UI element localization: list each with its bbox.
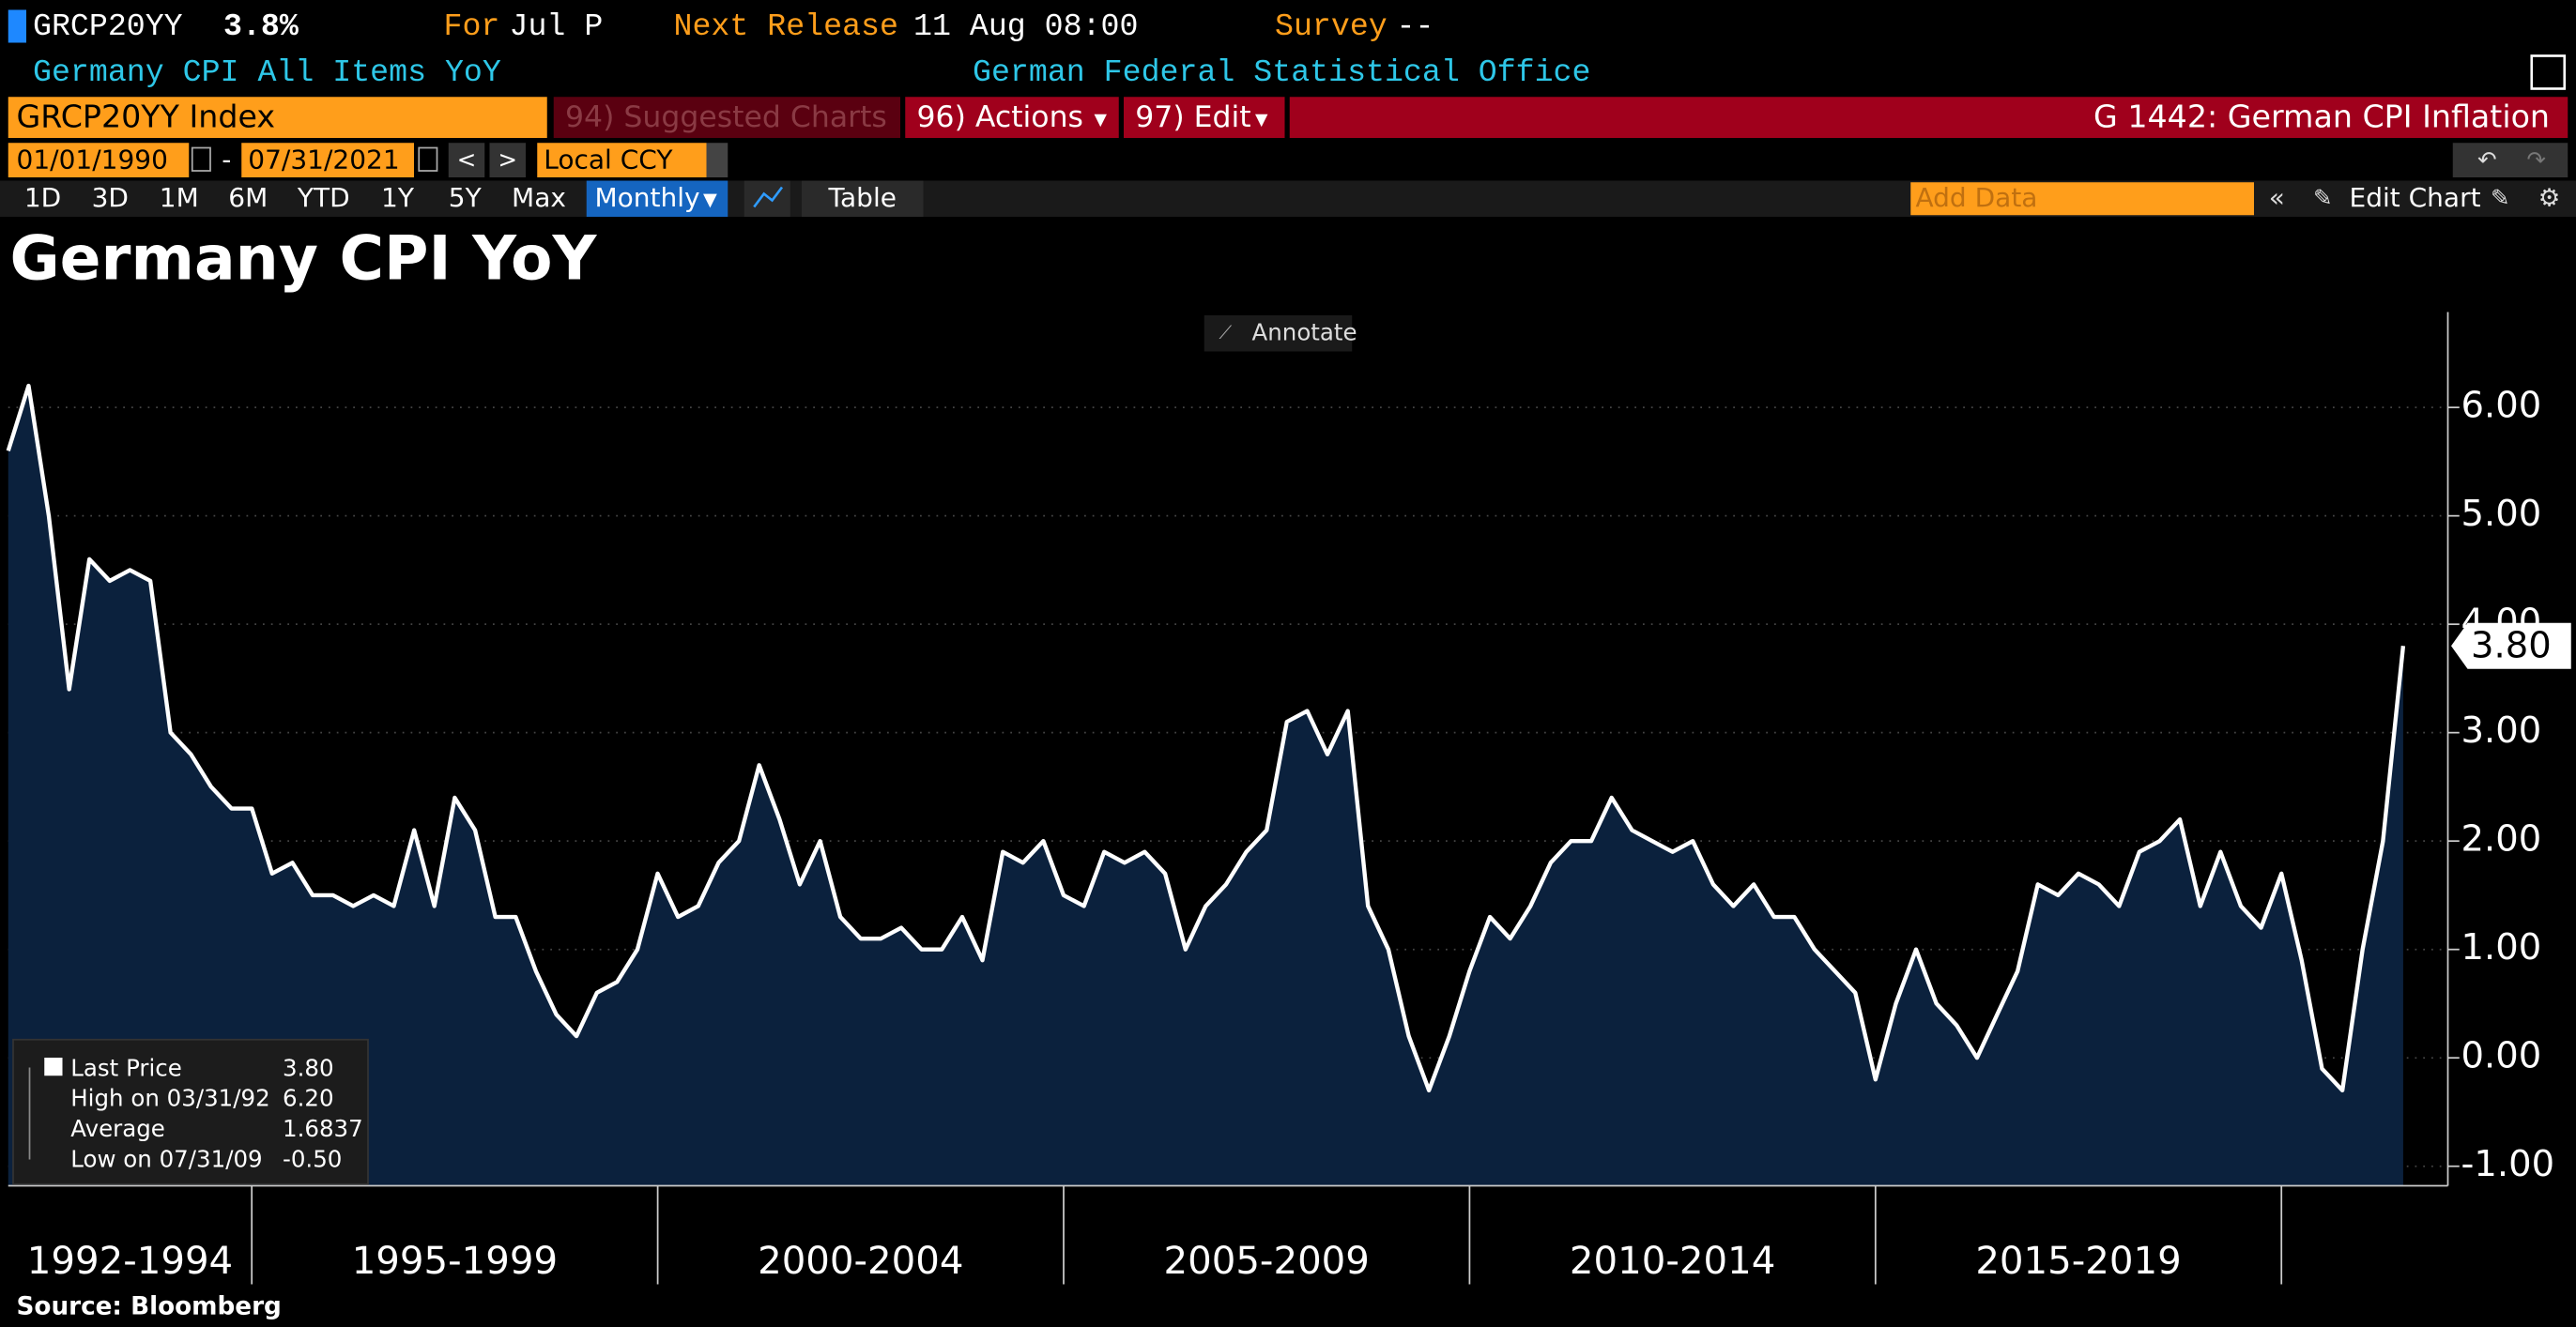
table-button[interactable] — [802, 180, 924, 218]
start-date-field[interactable] — [8, 143, 190, 177]
undo-icon: ↶ — [2477, 146, 2497, 174]
x-period-label: 1995-1999 — [352, 1240, 558, 1283]
for-value: Jul P — [510, 8, 604, 44]
calendar-icon[interactable] — [191, 146, 211, 172]
currency-dropdown[interactable] — [706, 143, 728, 177]
frequency-button[interactable] — [586, 180, 728, 218]
release-label: Next Release — [674, 8, 898, 44]
frequency: Monthly — [595, 182, 700, 213]
annotate-icon: ⟋ — [1219, 322, 1233, 343]
suggested: 94) Suggested Charts — [565, 100, 887, 134]
last-value: 3.8% — [223, 8, 299, 44]
pencil-icon: ✎ — [2313, 184, 2333, 211]
undo-redo[interactable] — [2452, 143, 2568, 177]
release-value: 11 Aug 08:00 — [913, 8, 1138, 44]
annotate: Annotate — [1252, 318, 1357, 345]
line — [6, 383, 2406, 1093]
dropdown-arrow: ▼ — [1095, 111, 1108, 130]
edit-button[interactable] — [1124, 97, 1285, 138]
x-period-label: 2010-2014 — [1570, 1240, 1775, 1283]
legend-value: 3.80 — [283, 1054, 334, 1081]
actions: 96) Actions — [917, 100, 1083, 134]
range-button[interactable]: 6M — [228, 182, 268, 213]
date-separator: - — [222, 145, 231, 175]
y-tick-label: 2.00 — [2461, 818, 2542, 861]
legend-label: Low on 07/31/09 — [70, 1145, 262, 1172]
last-value-tag — [2451, 622, 2571, 669]
x-period-label: 2005-2009 — [1164, 1240, 1370, 1283]
collapse-icon[interactable]: « — [2269, 182, 2285, 213]
page-title: G 1442: German CPI Inflation — [2093, 99, 2550, 135]
end-date-field[interactable] — [241, 143, 414, 177]
prev-icon: < — [457, 146, 477, 174]
chart-type-icon — [753, 186, 784, 208]
chart-title: Germany CPI YoY — [10, 224, 598, 295]
actions-button[interactable] — [905, 97, 1119, 138]
y-tick-label: 6.00 — [2461, 385, 2542, 427]
title-bar — [1289, 97, 2568, 138]
range-button[interactable]: 1Y — [381, 182, 415, 213]
legend-label: Average — [70, 1115, 165, 1142]
annotate-button[interactable] — [1204, 315, 1353, 352]
currency: Local CCY — [544, 145, 673, 175]
y-tick-label: 5.00 — [2461, 493, 2542, 535]
description: Germany CPI All Items YoY — [33, 54, 501, 90]
range-button[interactable]: YTD — [297, 182, 350, 213]
legend-value: 1.6837 — [283, 1115, 363, 1142]
suggested-button[interactable] — [553, 97, 900, 138]
range-button[interactable]: 3D — [92, 182, 129, 213]
next-icon: > — [498, 146, 517, 174]
survey-label: Survey — [1275, 8, 1388, 44]
legend-value: 6.20 — [283, 1085, 334, 1112]
add-data: Add Data — [1916, 182, 2038, 213]
currency-field[interactable] — [537, 143, 707, 177]
add-data-field[interactable] — [1910, 182, 2254, 216]
y-tick-label: -1.00 — [2461, 1143, 2555, 1185]
calendar-icon[interactable] — [418, 146, 438, 172]
table: Table — [828, 182, 897, 213]
plot: -1.000.001.002.003.004.005.006.001992-19… — [6, 312, 2571, 1285]
legend-box — [12, 1038, 369, 1185]
settings-icon[interactable]: ⚙ — [2538, 184, 2561, 212]
prev-button[interactable] — [448, 143, 485, 177]
edit-chart[interactable]: Edit Chart — [2350, 182, 2481, 213]
range-button[interactable]: Max — [512, 182, 566, 213]
range-buttons: 1D 3D 1M 6M YTD 1Y 5Y Max — [24, 182, 566, 213]
security: GRCP20YY Index — [17, 99, 276, 135]
legend-swatch — [44, 1058, 63, 1076]
legend-label: High on 03/31/92 — [70, 1085, 269, 1112]
security-field[interactable] — [8, 97, 547, 138]
last-value-label: 3.80 — [2471, 625, 2552, 667]
end-date: 07/31/2021 — [248, 145, 399, 175]
area — [8, 386, 2403, 1186]
legend-value: -0.50 — [283, 1145, 342, 1172]
start-date: 01/01/1990 — [17, 145, 168, 175]
dropdown-arrow: ▼ — [703, 189, 717, 210]
source: Source: Bloomberg — [17, 1293, 282, 1321]
ticker: GRCP20YY — [33, 8, 183, 44]
x-period-label: 2015-2019 — [1975, 1240, 2181, 1283]
x-period-label: 1992-1994 — [27, 1240, 233, 1283]
chart-type-button[interactable] — [744, 180, 790, 218]
y-tick-label: 3.00 — [2461, 709, 2542, 752]
range-button[interactable]: 1D — [24, 182, 61, 213]
x-period-label: 2000-2004 — [758, 1240, 963, 1283]
y-tick-label: 1.00 — [2461, 926, 2542, 969]
popout-icon[interactable] — [2530, 54, 2567, 90]
legend-label: Last Price — [70, 1054, 182, 1081]
range-button[interactable]: 5Y — [449, 182, 483, 213]
for-label: For — [444, 8, 500, 44]
edit-icon[interactable]: ✎ — [2491, 184, 2510, 211]
next-button[interactable] — [489, 143, 527, 177]
range-button[interactable]: 1M — [160, 182, 199, 213]
y-tick-label: 0.00 — [2461, 1035, 2542, 1077]
survey-value: -- — [1397, 8, 1434, 44]
dropdown-arrow: ▼ — [1255, 111, 1268, 130]
edit: 97) Edit — [1135, 100, 1250, 134]
redo-icon: ↷ — [2527, 146, 2547, 174]
source-org: German Federal Statistical Office — [973, 54, 1590, 90]
ticker-marker — [8, 9, 26, 43]
